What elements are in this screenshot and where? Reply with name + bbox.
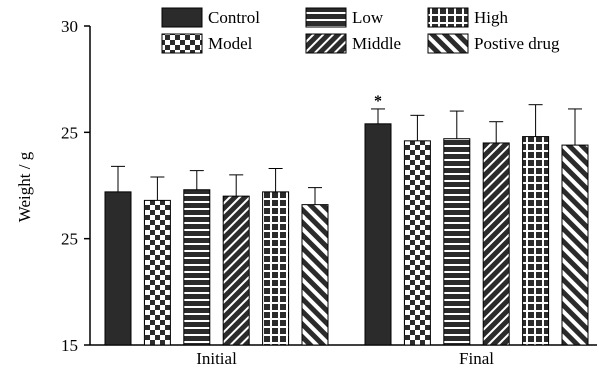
legend-label-0: Control bbox=[208, 8, 260, 27]
bar-1-5 bbox=[561, 144, 589, 346]
legend-label-4: High bbox=[474, 8, 509, 27]
bar-0-3 bbox=[222, 195, 250, 346]
x-tick-label-1: Final bbox=[459, 349, 494, 368]
bar-0-4 bbox=[262, 191, 290, 346]
significance-marker-1-0: * bbox=[374, 93, 382, 110]
bars: * bbox=[104, 93, 589, 346]
bar-1-1 bbox=[403, 140, 431, 346]
bar-0-0 bbox=[104, 191, 132, 346]
y-tick-label-3: 30 bbox=[61, 17, 78, 36]
legend-swatch-4 bbox=[427, 7, 469, 28]
y-ticks: 15 25 25 30 bbox=[61, 17, 90, 355]
bar-1-3 bbox=[482, 142, 510, 346]
bar-1-0 bbox=[364, 123, 392, 346]
x-tick-label-0: Initial bbox=[196, 349, 237, 368]
bar-1-2 bbox=[443, 138, 471, 346]
y-tick-label-2: 25 bbox=[61, 123, 78, 142]
x-tick-labels: Initial Final bbox=[196, 349, 494, 368]
legend-swatch-3 bbox=[305, 33, 347, 54]
bar-0-2 bbox=[183, 189, 211, 346]
axes bbox=[89, 26, 597, 346]
bar-1-4 bbox=[522, 136, 550, 346]
bar-0-5 bbox=[301, 204, 329, 346]
legend: Control Model Low Middle High Postive drug bbox=[161, 7, 560, 54]
legend-swatch-2 bbox=[305, 7, 347, 28]
y-tick-label-1: 25 bbox=[61, 230, 78, 249]
y-tick-label-0: 15 bbox=[61, 336, 78, 355]
legend-label-3: Middle bbox=[352, 34, 401, 53]
bar-0-1 bbox=[143, 199, 171, 346]
y-axis-label: Weight / g bbox=[15, 151, 34, 222]
legend-label-1: Model bbox=[208, 34, 253, 53]
legend-swatch-1 bbox=[161, 33, 203, 54]
legend-swatch-0 bbox=[161, 7, 203, 28]
legend-label-5: Postive drug bbox=[474, 34, 560, 53]
legend-swatch-5 bbox=[427, 33, 469, 54]
legend-label-2: Low bbox=[352, 8, 384, 27]
